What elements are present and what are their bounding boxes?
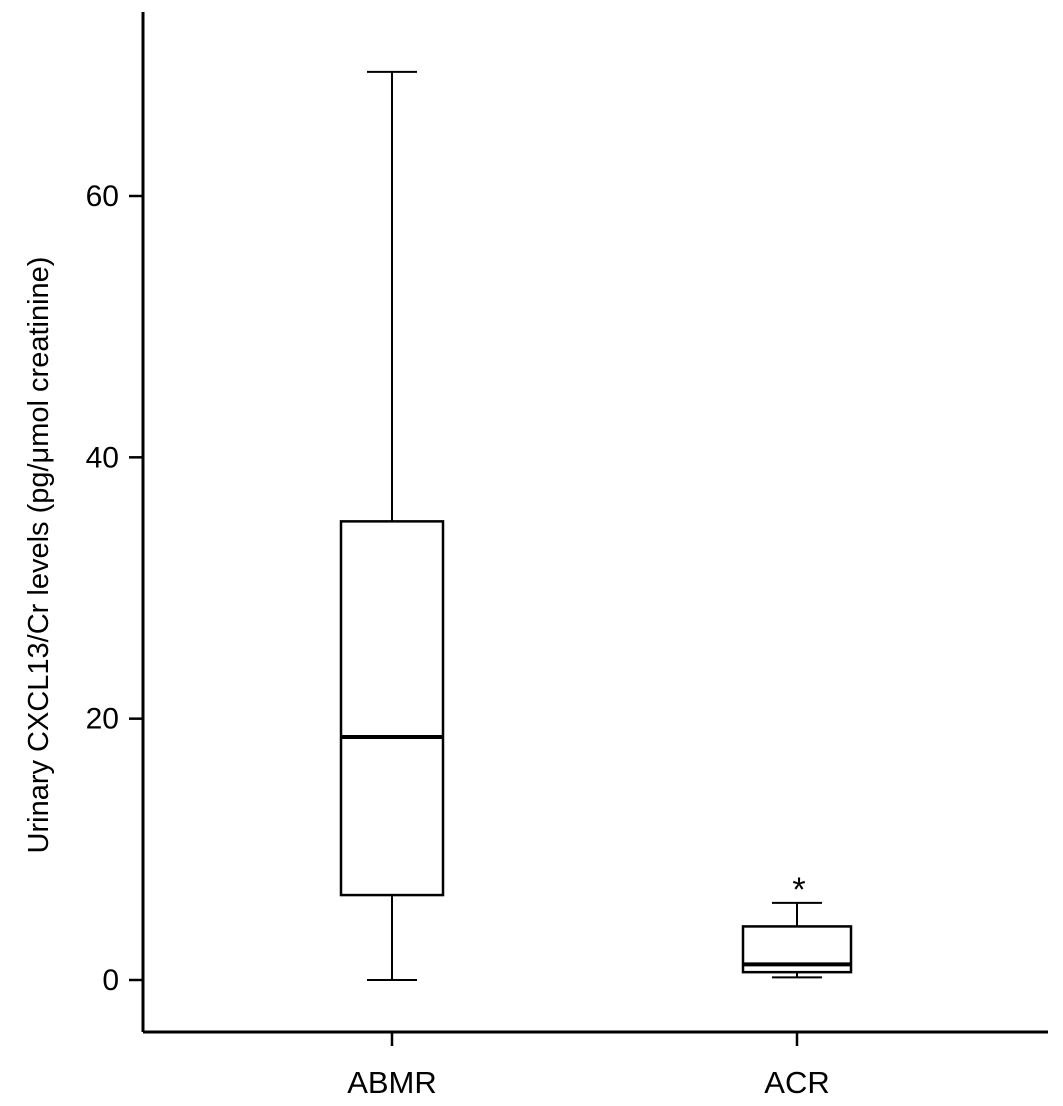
y-tick-label: 60 — [86, 180, 119, 213]
axes — [141, 12, 1048, 1034]
y-tick-label: 0 — [102, 964, 119, 997]
boxes: * — [339, 70, 853, 981]
x-tick-label: ACR — [764, 1065, 829, 1100]
iqr-box — [339, 520, 445, 897]
y-tick-label: 20 — [86, 703, 119, 736]
x-tick-label: ABMR — [347, 1065, 437, 1100]
x-axis-ticks: ABMR ACR — [347, 1032, 830, 1100]
y-axis-label: Urinary CXCL13/Cr levels (pg/μmol creati… — [23, 257, 55, 854]
box-acr: * — [741, 871, 853, 979]
y-axis-ticks: 0 20 40 60 — [86, 180, 143, 997]
box-abmr — [339, 70, 445, 981]
significance-marker: * — [792, 871, 805, 909]
y-tick-label: 40 — [86, 441, 119, 474]
